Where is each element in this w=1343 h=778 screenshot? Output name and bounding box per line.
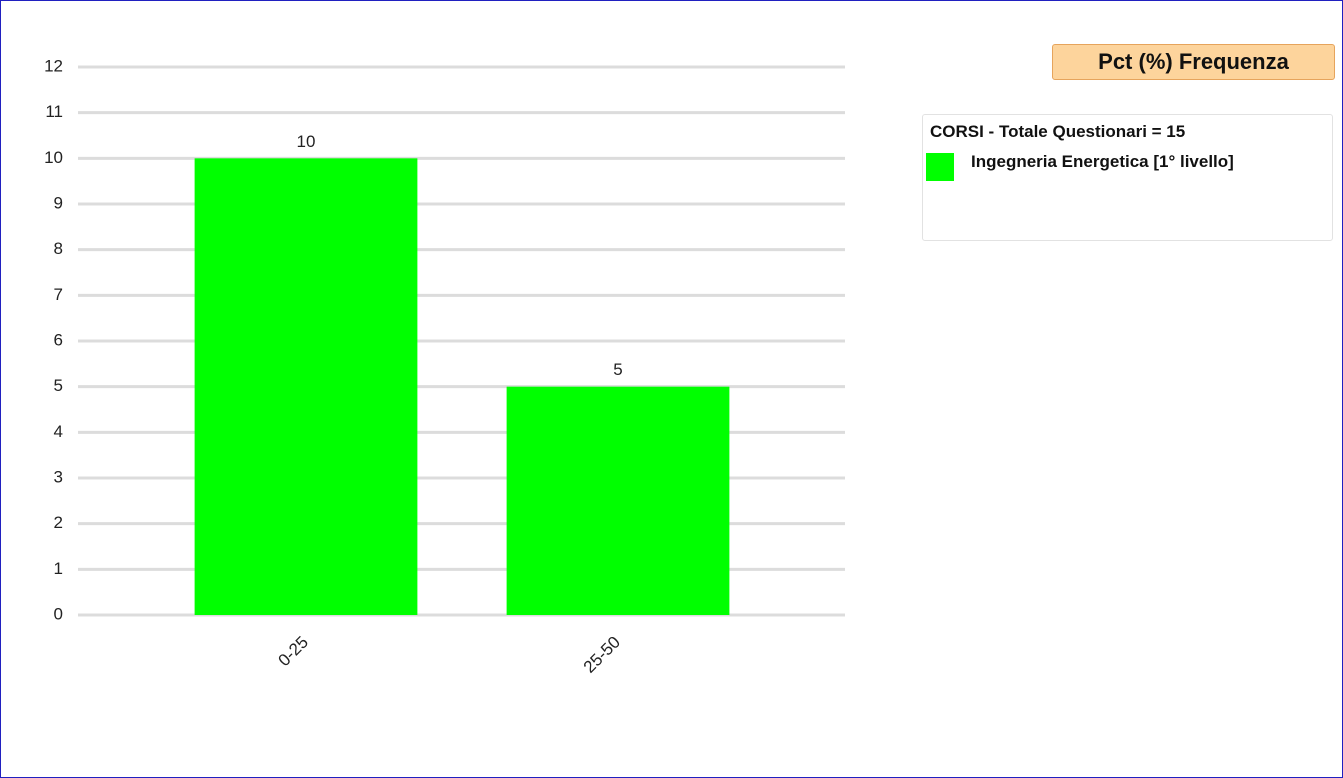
y-tick-label: 7: [54, 285, 63, 304]
y-tick-label: 1: [54, 559, 63, 578]
chart-title[interactable]: Pct (%) Frequenza: [1052, 44, 1335, 80]
x-tick-label: 25-50: [580, 633, 624, 677]
y-tick-label: 11: [45, 102, 63, 121]
y-tick-label: 2: [54, 513, 63, 532]
data-label: 10: [297, 132, 316, 151]
data-label: 5: [613, 360, 622, 379]
x-tick-label: 0-25: [275, 633, 312, 670]
legend: CORSI - Totale Questionari = 15 Ingegner…: [922, 114, 1333, 241]
legend-label[interactable]: Ingegneria Energetica [1° livello]: [971, 152, 1234, 171]
bar: [194, 158, 418, 616]
y-tick-label: 9: [54, 193, 63, 212]
y-tick-label: 5: [54, 376, 63, 395]
y-tick-label: 12: [44, 56, 63, 75]
legend-title: CORSI - Totale Questionari = 15: [930, 122, 1186, 141]
y-tick-label: 4: [54, 422, 63, 441]
y-tick-label: 8: [54, 239, 63, 258]
y-tick-label: 3: [54, 467, 63, 486]
y-tick-label: 6: [54, 330, 63, 349]
y-tick-label: 0: [54, 604, 63, 623]
legend-swatch[interactable]: [926, 153, 954, 181]
y-tick-label: 10: [44, 148, 63, 167]
bar: [506, 386, 730, 615]
